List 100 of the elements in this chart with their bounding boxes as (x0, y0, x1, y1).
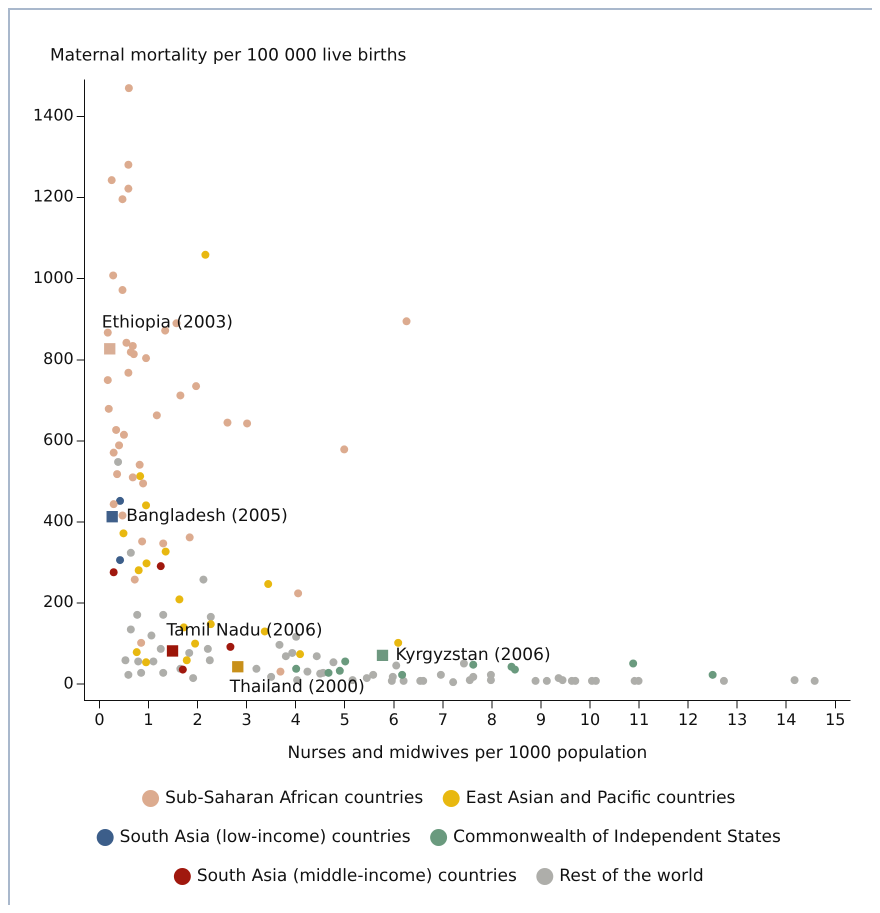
point (130, 576, 139, 584)
point (142, 559, 151, 568)
x-tick-label: 11 (628, 710, 650, 730)
point (116, 556, 124, 564)
point (109, 271, 118, 280)
annotation: Tamil Nadu (2006) (166, 620, 323, 640)
annotation: Kyrgyzstan (2006) (395, 644, 551, 665)
y-tick-label: 1400 (33, 106, 74, 125)
point (110, 568, 118, 576)
point (182, 656, 191, 664)
legend-label: South Asia (low-income) countries (120, 826, 411, 847)
x-tick-label: 0 (94, 710, 105, 730)
legend-label: East Asian and Pacific countries (466, 788, 736, 808)
point (629, 660, 638, 668)
x-tick-label: 13 (726, 710, 748, 730)
point (124, 184, 132, 193)
point (226, 642, 234, 651)
point (201, 250, 210, 259)
annotation: Ethiopia (2003) (102, 312, 233, 332)
point (112, 426, 120, 434)
point (175, 595, 184, 604)
point (134, 566, 143, 574)
x-tick-label: 6 (388, 710, 399, 730)
x-tick-label: 15 (825, 710, 846, 730)
point (186, 533, 194, 542)
point (130, 350, 138, 358)
y-tick-label: 400 (43, 511, 74, 530)
point (120, 430, 128, 439)
y-tick-label: 1000 (33, 268, 74, 287)
x-tick-label: 4 (290, 710, 301, 730)
y-tick-label: 600 (43, 430, 74, 450)
point (324, 668, 333, 677)
x-tick-label: 3 (242, 710, 252, 730)
x-tick-label: 12 (678, 710, 698, 730)
y-tick-label: 200 (43, 592, 74, 612)
legend-label: Sub-Saharan African countries (165, 788, 424, 808)
point (340, 445, 348, 454)
point (336, 666, 344, 675)
point (292, 664, 300, 673)
x-tick-label: 7 (438, 710, 448, 730)
point (104, 404, 113, 413)
point (162, 548, 170, 556)
y-tick-label: 0 (64, 673, 74, 692)
point (402, 317, 411, 326)
point (394, 638, 402, 647)
point (296, 650, 304, 658)
point (192, 382, 200, 390)
point (156, 562, 165, 570)
x-axis-title: Nurses and midwives per 1000 population (288, 743, 648, 764)
point (191, 640, 200, 648)
y-tick-label: 1200 (33, 186, 74, 206)
legend-label: Rest of the world (559, 866, 704, 886)
point (110, 448, 118, 457)
point (119, 529, 128, 538)
point (132, 648, 141, 656)
point (142, 354, 150, 362)
point (124, 160, 132, 169)
point (159, 539, 168, 548)
point (376, 650, 388, 662)
point (243, 419, 252, 428)
x-tick-label: 2 (192, 710, 203, 730)
point (118, 511, 126, 520)
point (116, 496, 124, 505)
point (104, 343, 116, 354)
point (139, 479, 148, 488)
y-tick-label: 800 (43, 348, 74, 368)
point (104, 376, 112, 384)
point (138, 537, 146, 546)
x-tick-label: 10 (580, 710, 600, 730)
point (122, 338, 130, 347)
point (118, 195, 126, 204)
point (398, 670, 406, 679)
legend-label: Commonwealth of Independent States (453, 826, 781, 847)
x-tick-label: 8 (486, 710, 497, 730)
y-axis-title: Maternal mortality per 100 000 live births (50, 45, 406, 66)
point (176, 391, 184, 400)
point (708, 670, 717, 679)
point (106, 511, 118, 522)
point (118, 286, 126, 294)
point (136, 460, 144, 469)
point (136, 472, 144, 480)
point (142, 658, 150, 666)
point (128, 473, 137, 482)
point (137, 638, 146, 647)
point (108, 176, 116, 184)
x-tick-label: 5 (340, 710, 350, 730)
x-tick-label: 1 (143, 710, 154, 730)
point (232, 661, 244, 672)
legend-label: South Asia (middle-income) countries (196, 866, 517, 886)
annotation: Bangladesh (2005) (126, 506, 288, 526)
point (294, 589, 302, 598)
point (223, 418, 232, 427)
point (113, 470, 122, 478)
x-tick-label: 14 (776, 710, 796, 730)
point (166, 645, 178, 657)
point (178, 666, 187, 674)
x-tick-label: 9 (536, 710, 546, 730)
point (510, 666, 519, 674)
point (110, 500, 118, 508)
annotation: Thailand (2000) (228, 677, 365, 698)
